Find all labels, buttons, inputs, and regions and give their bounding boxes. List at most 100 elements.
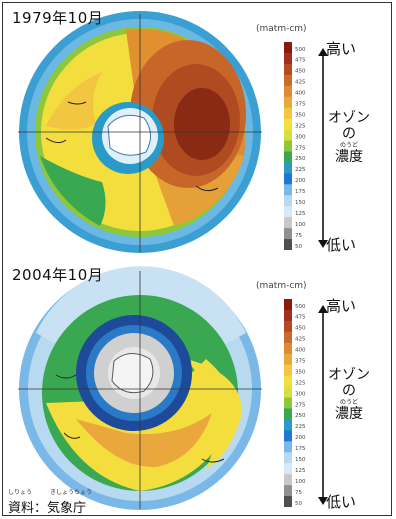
scale-tick-label: 325: [295, 123, 306, 129]
color-scale: 500 475 450 425 400 375 350 325 300 275 250 225 200 1…: [284, 299, 306, 507]
scale-swatch: [284, 162, 292, 174]
label-low: 低い: [326, 493, 357, 511]
legend-2004: (matm-cm) 500 475 450 425 400 375 350 325 300 275…: [256, 279, 396, 511]
scale-swatch: [284, 239, 292, 250]
scale-swatch: [284, 206, 292, 218]
label-low: 低い: [326, 236, 357, 254]
legend-1979: (matm-cm) 500 475 450 425 400 375 350 325 300 275…: [256, 22, 396, 254]
scale-tick-label: 150: [295, 457, 306, 463]
label-concentration: 濃度: [335, 149, 363, 165]
scale-swatch: [284, 408, 292, 420]
scale-tick-label: 225: [295, 424, 306, 430]
scale-swatch: [284, 485, 292, 497]
scale-tick-label: 400: [295, 91, 306, 97]
scale-swatch: [284, 430, 292, 442]
scale-swatch: [284, 140, 292, 152]
scale-swatch: [284, 353, 292, 365]
scale-swatch: [284, 331, 292, 344]
scale-tick-label: 50: [295, 244, 302, 250]
scale-tick-label: 325: [295, 380, 306, 386]
scale-tick-label: 150: [295, 200, 306, 206]
label-high: 高い: [326, 297, 357, 315]
scale-tick-label: 425: [295, 80, 306, 86]
arrow-axis: [318, 305, 328, 505]
scale-swatch: [284, 118, 292, 130]
panel-title: 1979年10月: [12, 9, 104, 27]
label-no: の: [342, 126, 356, 142]
scale-swatch: [284, 441, 292, 453]
scale-swatch: [284, 386, 292, 398]
scale-tick-label: 300: [295, 391, 306, 397]
arrow-axis: [318, 48, 328, 248]
label-concentration: 濃度: [335, 406, 363, 422]
scale-swatch: [284, 419, 292, 431]
scale-tick-label: 475: [295, 58, 306, 64]
scale-tick-label: 275: [295, 402, 306, 408]
figure-frame: [2, 2, 392, 516]
scale-swatch: [284, 85, 292, 98]
scale-swatch: [284, 342, 292, 355]
scale-swatch: [284, 52, 292, 65]
scale-swatch: [284, 129, 292, 141]
scale-swatch: [284, 299, 292, 311]
scale-swatch: [284, 228, 292, 240]
scale-tick-label: 225: [295, 167, 306, 173]
scale-swatch: [284, 42, 292, 54]
scale-tick-label: 200: [295, 435, 306, 441]
scale-swatch: [284, 320, 292, 333]
scale-tick-label: 425: [295, 337, 306, 343]
scale-swatch: [284, 184, 292, 196]
ozone-concentration-label: オゾン の のうど 濃度: [324, 367, 374, 422]
ozone-concentration-label: オゾン の のうど 濃度: [324, 110, 374, 165]
scale-swatch: [284, 151, 292, 163]
scale-tick-label: 75: [295, 233, 302, 239]
scale-tick-label: 500: [295, 47, 306, 53]
scale-tick-label: 125: [295, 211, 306, 217]
scale-swatch: [284, 474, 292, 486]
scale-tick-label: 450: [295, 326, 306, 332]
scale-tick-label: 375: [295, 358, 306, 364]
scale-swatch: [284, 452, 292, 464]
scale-tick-label: 350: [295, 369, 306, 375]
scale-tick-label: 500: [295, 304, 306, 310]
unit-label: (matm-cm): [256, 24, 307, 34]
scale-tick-label: 125: [295, 468, 306, 474]
scale-swatch: [284, 107, 292, 119]
panel-title: 2004年10月: [12, 266, 104, 284]
ozone-map-2004: [18, 266, 262, 510]
source-furigana-1: しりょう: [8, 489, 33, 496]
scale-swatch: [284, 195, 292, 207]
scale-tick-label: 450: [295, 69, 306, 75]
scale-swatch: [284, 173, 292, 185]
scale-tick-label: 275: [295, 145, 306, 151]
ozone-map-1979: [18, 11, 262, 253]
scale-tick-label: 100: [295, 479, 306, 485]
label-no: の: [342, 383, 356, 399]
scale-swatch: [284, 364, 292, 376]
scale-swatch: [284, 463, 292, 475]
unit-label: (matm-cm): [256, 281, 307, 291]
scale-swatch: [284, 496, 292, 507]
scale-tick-label: 300: [295, 134, 306, 140]
scale-tick-label: 175: [295, 189, 306, 195]
scale-tick-label: 250: [295, 156, 306, 162]
scale-tick-label: 250: [295, 413, 306, 419]
scale-tick-label: 50: [295, 501, 302, 507]
scale-swatch: [284, 375, 292, 387]
label-furigana: のうど: [339, 142, 358, 149]
label-furigana: のうど: [339, 399, 358, 406]
scale-swatch: [284, 96, 292, 108]
scale-swatch: [284, 309, 292, 322]
color-scale: 500 475 450 425 400 375 350 325 300 275 250 225 200 1…: [284, 42, 306, 250]
scale-tick-label: 475: [295, 315, 306, 321]
label-ozone: オゾン: [328, 110, 370, 126]
scale-swatch: [284, 217, 292, 229]
scale-tick-label: 350: [295, 112, 306, 118]
source-label: 資料：気象庁: [8, 501, 87, 516]
source-furigana-2: きしょうちょう: [50, 489, 93, 496]
label-ozone: オゾン: [328, 367, 370, 383]
panel-2004: 2004年10月 (matm-cm) 500 475 450 425 400 375 350…: [0, 257, 396, 512]
scale-swatch: [284, 397, 292, 409]
scale-tick-label: 375: [295, 101, 306, 107]
panel-1979: 1979年10月 (matm-cm) 500 475 450 425 400 375 350…: [0, 0, 396, 255]
